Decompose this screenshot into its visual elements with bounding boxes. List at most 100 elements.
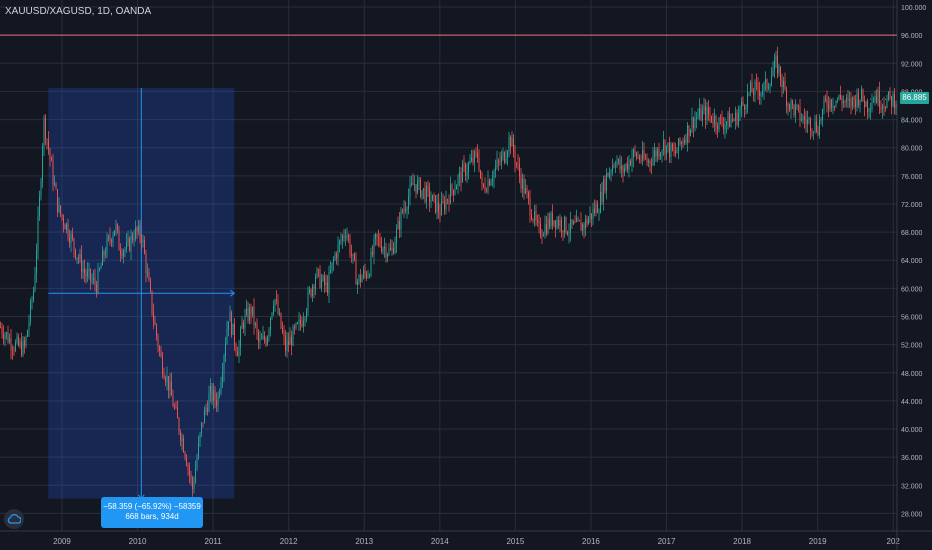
candle-body	[127, 238, 129, 243]
candle-body	[507, 152, 508, 159]
candle-body	[201, 422, 202, 434]
candle-body	[819, 120, 820, 136]
candle-body	[735, 112, 736, 121]
x-tick-label: 2012	[280, 537, 298, 546]
candle-body	[831, 99, 832, 108]
candle-body	[157, 335, 159, 348]
candle-body	[13, 350, 15, 352]
candle-body	[757, 83, 759, 91]
candle-body	[805, 120, 807, 124]
candle-body	[45, 117, 46, 140]
candle-body	[510, 136, 511, 147]
candle-body	[304, 317, 306, 321]
candle-body	[46, 139, 48, 141]
candle-body	[231, 312, 232, 335]
candle-body	[70, 233, 72, 244]
candle-body	[273, 305, 274, 313]
candle-body	[217, 394, 219, 407]
candle-body	[525, 188, 526, 194]
candle-body	[670, 143, 672, 157]
candle-body	[214, 389, 216, 401]
candle-body	[654, 150, 655, 158]
candle-body	[475, 151, 477, 153]
candle-body	[102, 251, 103, 266]
candle-body	[622, 166, 624, 173]
candle-body	[280, 313, 282, 329]
candle-body	[283, 332, 285, 337]
candle-body	[91, 279, 93, 281]
candle-body	[871, 102, 873, 110]
candle-body	[721, 118, 723, 125]
cloud-logo-icon[interactable]	[4, 509, 24, 529]
candle-body	[565, 217, 567, 233]
candle-body	[409, 184, 411, 197]
candle-body	[253, 306, 255, 326]
candle-body	[28, 321, 30, 331]
candle-body	[847, 97, 849, 101]
candle-body	[460, 172, 462, 183]
candle-body	[151, 290, 153, 314]
candle-body	[388, 248, 390, 255]
candle-body	[184, 452, 186, 458]
candle-body	[337, 244, 339, 259]
candle-body	[60, 205, 61, 215]
y-tick-label: 32.000	[901, 483, 923, 490]
candle-body	[468, 163, 469, 172]
candle-body	[30, 301, 31, 322]
candle-body	[828, 105, 829, 109]
y-tick-label: 68.000	[901, 230, 923, 237]
x-tick-label: 2018	[733, 537, 751, 546]
candle-body	[165, 378, 166, 382]
candle-body	[349, 238, 351, 254]
candle-body	[114, 230, 115, 236]
candle-body	[394, 243, 396, 254]
candle-body	[219, 392, 220, 395]
candle-body	[424, 188, 426, 202]
candle-body	[300, 319, 301, 325]
candle-body	[135, 227, 136, 239]
candle-body	[268, 329, 270, 337]
candle-body	[835, 100, 837, 107]
candle-body	[312, 286, 313, 297]
measure-change-text: −58.359 (−65.92%) −58359	[103, 502, 201, 511]
candle-body	[163, 373, 165, 379]
candle-body	[513, 137, 514, 152]
candle-body	[483, 183, 484, 186]
candle-body	[796, 105, 798, 106]
candle-body	[723, 124, 724, 130]
candle-body	[615, 165, 616, 167]
candle-body	[556, 220, 558, 228]
candle-body	[376, 233, 378, 237]
candle-body	[561, 219, 562, 231]
candle-body	[634, 149, 636, 154]
candle-body	[79, 254, 81, 259]
candle-body	[873, 100, 874, 103]
candle-body	[552, 212, 553, 226]
candle-body	[205, 408, 207, 410]
candle-body	[754, 82, 756, 95]
candle-body	[628, 160, 630, 170]
candle-body	[340, 240, 342, 242]
candle-body	[663, 140, 664, 151]
candle-body	[195, 468, 196, 483]
candle-body	[226, 328, 228, 344]
candle-body	[802, 116, 804, 120]
candle-body	[498, 160, 499, 162]
candle-body	[448, 200, 450, 204]
symbol-title[interactable]: XAUUSD/XAGUSD, 1D, OANDA	[5, 6, 152, 17]
candle-body	[150, 280, 151, 291]
candle-body	[327, 282, 328, 294]
candle-body	[618, 159, 619, 162]
measure-bars-text: 668 bars, 934d	[125, 512, 179, 521]
candle-body	[190, 474, 192, 479]
candle-body	[99, 268, 100, 270]
candle-body	[765, 79, 766, 84]
candle-body	[712, 121, 714, 125]
x-tick-label: 2016	[582, 537, 600, 546]
cloud-icon	[7, 514, 21, 524]
candle-body	[81, 254, 82, 273]
candle-body	[4, 334, 6, 339]
candle-body	[681, 142, 682, 144]
